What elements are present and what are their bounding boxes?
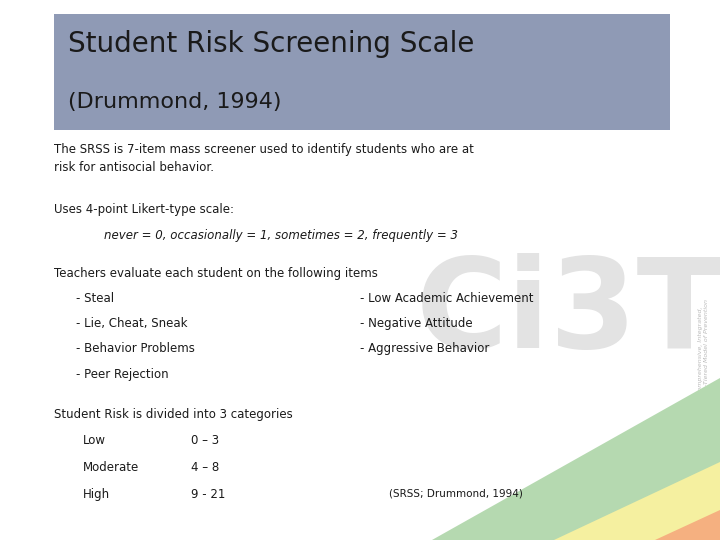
- Polygon shape: [554, 462, 720, 540]
- Text: - Lie, Cheat, Sneak: - Lie, Cheat, Sneak: [76, 317, 187, 330]
- Text: Comprehensive, Integrated,
Three-Tiered Model of Prevention: Comprehensive, Integrated, Three-Tiered …: [698, 299, 708, 403]
- Text: Student Risk Screening Scale: Student Risk Screening Scale: [68, 30, 474, 58]
- Text: 4 – 8: 4 – 8: [191, 461, 219, 474]
- Text: Teachers evaluate each student on the following items: Teachers evaluate each student on the fo…: [54, 267, 378, 280]
- Text: 0 – 3: 0 – 3: [191, 434, 219, 447]
- Text: 9 - 21: 9 - 21: [191, 488, 225, 501]
- Polygon shape: [655, 510, 720, 540]
- Text: - Peer Rejection: - Peer Rejection: [76, 368, 168, 381]
- Text: - Steal: - Steal: [76, 292, 114, 305]
- FancyBboxPatch shape: [54, 14, 670, 130]
- Text: - Low Academic Achievement: - Low Academic Achievement: [360, 292, 534, 305]
- Text: The SRSS is 7-item mass screener used to identify students who are at
risk for a: The SRSS is 7-item mass screener used to…: [54, 143, 474, 173]
- Text: Student Risk is divided into 3 categories: Student Risk is divided into 3 categorie…: [54, 408, 293, 421]
- Text: (Drummond, 1994): (Drummond, 1994): [68, 92, 282, 112]
- Text: High: High: [83, 488, 110, 501]
- Text: Uses 4-point Likert-type scale:: Uses 4-point Likert-type scale:: [54, 202, 234, 215]
- Text: (SRSS; Drummond, 1994): (SRSS; Drummond, 1994): [389, 488, 523, 498]
- Text: Low: Low: [83, 434, 106, 447]
- Text: - Aggressive Behavior: - Aggressive Behavior: [360, 342, 490, 355]
- Text: - Behavior Problems: - Behavior Problems: [76, 342, 194, 355]
- Text: never = 0, occasionally = 1, sometimes = 2, frequently = 3: never = 0, occasionally = 1, sometimes =…: [104, 230, 459, 242]
- Polygon shape: [432, 378, 720, 540]
- Text: Ci3T: Ci3T: [415, 253, 720, 374]
- Text: - Negative Attitude: - Negative Attitude: [360, 317, 472, 330]
- Text: Moderate: Moderate: [83, 461, 139, 474]
